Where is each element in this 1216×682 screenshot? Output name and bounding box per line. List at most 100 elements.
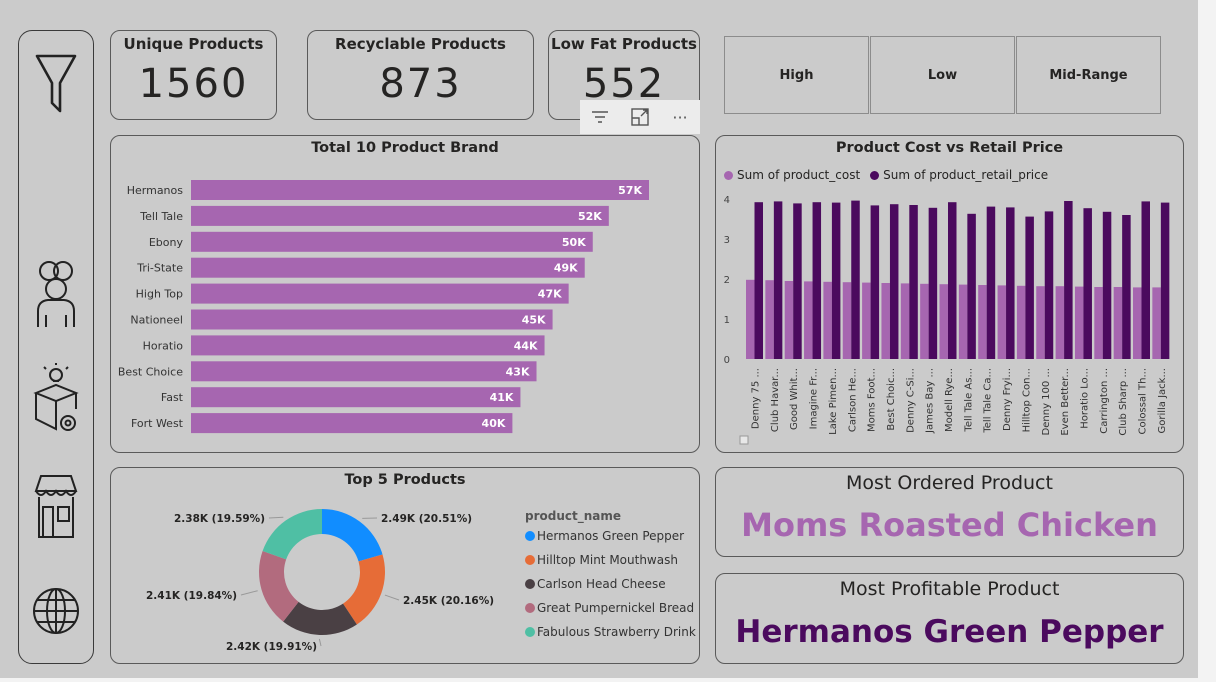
bar[interactable] [191, 309, 553, 330]
legend-item[interactable]: Fabulous Strawberry Drink [537, 625, 696, 639]
category-label: Hermanos [127, 184, 184, 197]
legend-item[interactable]: Hilltop Mint Mouthwash [537, 553, 678, 567]
category-label: Best Choice [118, 365, 183, 378]
retail-price-bar[interactable] [909, 205, 918, 359]
retail-price-bar[interactable] [773, 201, 783, 359]
retail-price-bar[interactable] [1160, 202, 1170, 359]
scrollbar-handle[interactable] [739, 435, 749, 445]
cost-bar[interactable] [1113, 287, 1123, 359]
slicer-option-high[interactable]: High [724, 36, 869, 114]
cost-bar[interactable] [1133, 287, 1142, 359]
retail-price-bar[interactable] [1025, 216, 1034, 359]
cost-bar[interactable] [958, 284, 968, 359]
donut-slice[interactable] [262, 509, 322, 560]
filter-icon[interactable] [580, 100, 620, 134]
cost-bar[interactable] [765, 280, 774, 359]
users-icon[interactable] [32, 255, 80, 331]
x-tick-label: Tell Tale Ca... [983, 368, 994, 434]
legend-swatch [525, 531, 535, 541]
bar[interactable] [191, 335, 545, 356]
cost-bar[interactable] [804, 281, 813, 359]
x-tick-label: Modell Rye... [944, 368, 955, 432]
retail-price-bar[interactable] [812, 202, 822, 359]
bar[interactable] [191, 387, 521, 408]
slicer-option-low[interactable]: Low [870, 36, 1015, 114]
cost-bar[interactable] [900, 283, 910, 359]
bar[interactable] [191, 205, 609, 226]
retail-price-bar[interactable] [1044, 211, 1054, 359]
retail-price-bar[interactable] [986, 206, 996, 359]
retail-price-bar[interactable] [1102, 211, 1112, 359]
category-label: Horatio [143, 339, 184, 352]
cost-bar[interactable] [784, 281, 794, 359]
product-idea-box-icon[interactable] [32, 363, 80, 437]
retail-price-bar[interactable] [1141, 201, 1151, 359]
cost-retail-chart-panel: Product Cost vs Retail Price Sum of prod… [715, 135, 1184, 453]
bar[interactable] [191, 180, 649, 200]
y-tick-label: 0 [724, 355, 730, 366]
kpi-value: 552 [582, 61, 666, 107]
donut-slice[interactable] [259, 550, 299, 622]
legend-label: Sum of product_retail_price [883, 168, 1049, 182]
brand-bar-chart-panel: Total 10 Product Brand Hermanos 57K Tell T… [110, 135, 700, 453]
store-icon[interactable] [33, 473, 79, 541]
retail-price-bar[interactable] [889, 204, 899, 359]
chart-title: Top 5 Products [344, 472, 466, 488]
donut-slice[interactable] [343, 554, 385, 625]
cost-bar[interactable] [842, 282, 852, 359]
cost-bar[interactable] [746, 279, 755, 359]
legend-item[interactable]: Great Pumpernickel Bread [537, 601, 694, 615]
retail-price-bar[interactable] [948, 202, 957, 359]
bar[interactable] [191, 413, 513, 434]
legend-item[interactable]: Carlson Head Cheese [537, 577, 666, 591]
slicer-option-mid-range[interactable]: Mid-Range [1016, 36, 1161, 114]
bar[interactable] [191, 283, 569, 304]
donut-slice[interactable] [283, 601, 357, 635]
category-label: Ebony [149, 236, 184, 249]
legend-item[interactable]: Hermanos Green Pepper [537, 529, 684, 543]
donut-slice[interactable] [322, 509, 383, 562]
most-ordered-product-card: Most Ordered Product Moms Roasted Chicke… [715, 467, 1184, 557]
retail-price-bar[interactable] [831, 202, 841, 359]
data-label: 2.38K (19.59%) [174, 513, 265, 525]
retail-price-bar[interactable] [1064, 201, 1073, 359]
y-tick-label: 1 [724, 315, 730, 326]
cost-bar[interactable] [997, 285, 1007, 359]
right-margin [1198, 0, 1216, 682]
category-label: Fast [161, 391, 184, 404]
x-tick-label: Good Whit... [789, 368, 800, 430]
cost-bar[interactable] [1016, 285, 1026, 359]
retail-price-bar[interactable] [1006, 207, 1015, 359]
retail-price-bar[interactable] [928, 207, 938, 359]
data-label: 43K [506, 365, 530, 378]
cost-bar[interactable] [881, 283, 890, 359]
cost-bar[interactable] [1055, 286, 1065, 359]
bar[interactable] [191, 257, 585, 278]
more-options-icon[interactable]: ··· [672, 107, 688, 127]
retail-price-bar[interactable] [793, 203, 802, 359]
data-label: 57K [618, 184, 642, 197]
cost-bar[interactable] [862, 282, 871, 359]
cost-bar[interactable] [823, 281, 832, 359]
retail-price-bar[interactable] [1083, 208, 1092, 359]
cost-bar[interactable] [1094, 287, 1103, 359]
funnel-icon[interactable] [34, 53, 78, 115]
x-tick-label: Hilltop Con... [1021, 368, 1032, 432]
globe-icon[interactable] [32, 573, 80, 651]
x-tick-label: Tell Tale As... [963, 368, 974, 433]
cost-bar[interactable] [1074, 286, 1084, 359]
cost-bar[interactable] [1036, 286, 1045, 359]
cost-bar[interactable] [920, 283, 929, 359]
retail-price-bar[interactable] [1122, 215, 1131, 359]
retail-price-bar[interactable] [870, 205, 880, 359]
retail-price-bar[interactable] [851, 200, 860, 359]
retail-price-bar[interactable] [754, 202, 764, 359]
cost-bar[interactable] [1152, 287, 1161, 359]
retail-price-bar[interactable] [967, 213, 976, 359]
cost-bar[interactable] [978, 285, 987, 359]
x-tick-label: Lake Pimen... [828, 368, 839, 435]
focus-mode-icon[interactable] [620, 100, 660, 134]
bar[interactable] [191, 361, 537, 382]
cost-bar[interactable] [939, 284, 949, 359]
bar[interactable] [191, 231, 593, 252]
